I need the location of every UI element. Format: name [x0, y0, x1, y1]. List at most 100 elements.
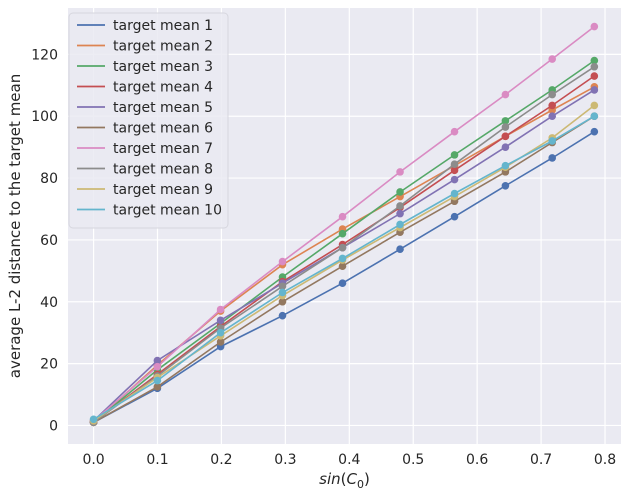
series-line: [93, 115, 595, 420]
data-point: [396, 188, 404, 196]
legend-label: target mean 10: [113, 203, 222, 219]
series-line: [93, 66, 595, 424]
legend-label: target mean 5: [113, 100, 213, 116]
data-point: [548, 137, 557, 145]
data-point: [450, 212, 459, 221]
x-tick-label: 0.6: [466, 452, 488, 468]
data-point: [153, 362, 162, 371]
data-point: [590, 101, 599, 110]
x-axis-label-func: sin: [319, 470, 341, 488]
data-point: [450, 151, 459, 159]
data-point: [216, 338, 225, 346]
data-point: [590, 22, 599, 31]
data-point: [153, 356, 162, 365]
x-axis-label-close-paren: ): [364, 470, 370, 488]
data-point: [278, 297, 287, 306]
x-tick-label: 0.2: [210, 452, 232, 468]
data-point: [501, 90, 510, 99]
data-point: [396, 202, 404, 210]
y-axis-label: average L-2 distance to the target mean: [6, 74, 24, 378]
series-10: [89, 112, 599, 424]
data-point: [501, 161, 510, 170]
x-axis-label-var: C: [347, 470, 358, 488]
x-tick-label: 0.7: [530, 452, 552, 468]
legend-label: target mean 8: [113, 162, 213, 178]
data-point: [396, 209, 404, 218]
data-point: [338, 279, 347, 288]
legend: target mean 1 target mean 2 target mean 3 t…: [68, 12, 229, 229]
data-point: [590, 127, 599, 136]
series-line: [93, 115, 595, 424]
x-axis-label-sub: 0: [357, 478, 364, 491]
y-tick-label: 40: [40, 295, 58, 311]
data-point: [396, 168, 404, 176]
data-point: [338, 229, 347, 238]
data-point: [216, 305, 225, 314]
data-point: [338, 212, 347, 221]
data-point: [590, 62, 599, 71]
x-tick-label: 0.3: [274, 452, 296, 468]
data-point: [338, 243, 347, 252]
data-point: [501, 123, 510, 131]
x-axis-ticks: 0.0 0.1 0.2 0.3 0.4 0.5 0.6 0.7 0.8: [82, 452, 616, 468]
y-tick-label: 120: [31, 47, 58, 63]
data-point: [278, 288, 287, 297]
y-axis-ticks: 0 20 40 60 80 100 120: [31, 47, 58, 434]
series-7: [89, 22, 599, 425]
series-layer: [89, 22, 599, 427]
legend-label: target mean 9: [113, 182, 213, 198]
legend-frame: [68, 12, 229, 229]
legend-label: target mean 1: [113, 18, 213, 34]
legend-label: target mean 2: [113, 39, 213, 55]
series-line: [93, 59, 595, 424]
y-tick-label: 0: [49, 418, 58, 434]
data-point: [338, 254, 347, 263]
data-point: [548, 55, 557, 63]
data-point: [590, 56, 599, 65]
data-point: [338, 262, 347, 270]
y-tick-label: 100: [31, 109, 58, 125]
series-line: [93, 89, 595, 422]
data-point: [450, 189, 459, 198]
data-point: [278, 257, 287, 266]
data-point: [501, 182, 510, 190]
x-axis-label-open-paren: (: [341, 470, 347, 488]
data-point: [450, 166, 459, 175]
y-tick-label: 20: [40, 357, 58, 373]
data-point: [590, 72, 599, 80]
data-point: [153, 376, 162, 385]
data-point: [548, 112, 557, 121]
data-point: [216, 316, 225, 325]
data-point: [501, 132, 510, 141]
data-point: [153, 382, 162, 391]
data-point: [396, 220, 404, 229]
data-point: [278, 311, 287, 320]
x-axis-label: sin(C0): [319, 470, 370, 491]
series-line: [93, 131, 595, 424]
x-tick-label: 0.8: [594, 452, 616, 468]
x-tick-label: 0.4: [338, 452, 360, 468]
data-point: [590, 86, 599, 94]
data-point: [548, 90, 557, 99]
legend-label: target mean 3: [113, 59, 213, 75]
series-line: [93, 25, 595, 422]
data-point: [450, 175, 459, 184]
data-point: [216, 328, 225, 337]
legend-label: target mean 4: [113, 80, 213, 96]
data-point: [501, 143, 510, 151]
data-point: [450, 127, 459, 136]
data-point: [548, 154, 557, 162]
y-tick-label: 60: [40, 233, 58, 249]
data-point: [278, 282, 287, 291]
data-point: [501, 117, 510, 125]
data-point: [590, 112, 599, 121]
x-tick-label: 0.5: [402, 452, 424, 468]
data-point: [548, 101, 557, 110]
legend-label: target mean 6: [113, 121, 213, 137]
y-tick-label: 80: [40, 171, 58, 187]
data-point: [450, 160, 459, 168]
data-point: [89, 415, 98, 424]
x-tick-label: 0.0: [82, 452, 104, 468]
legend-label: target mean 7: [113, 141, 213, 157]
